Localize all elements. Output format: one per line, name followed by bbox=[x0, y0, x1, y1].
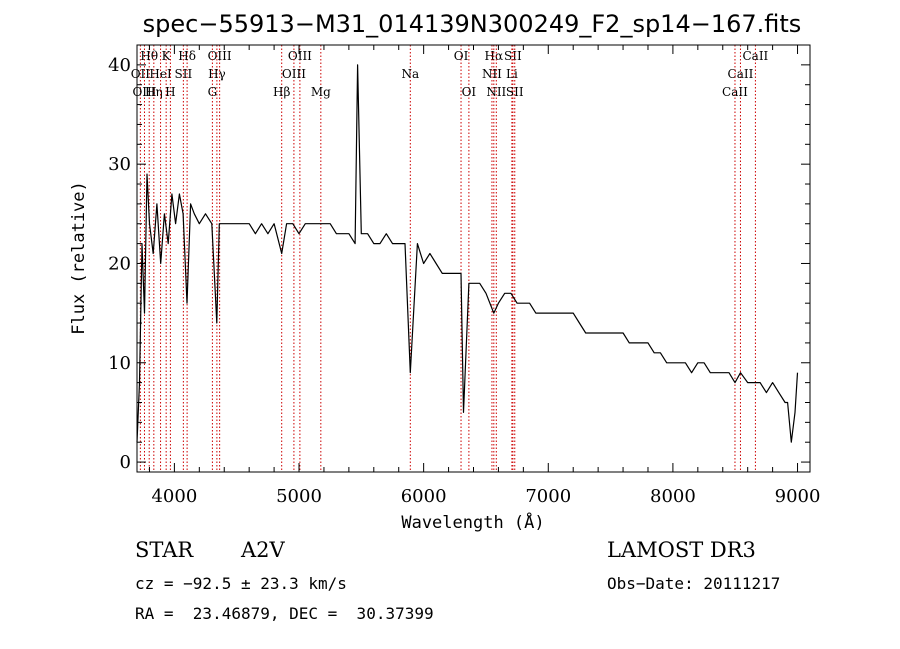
axis-ticks: 4000 5000 6000 7000 8000 9000 0 10 20 30 40 bbox=[108, 45, 820, 507]
y-tick-label: 0 bbox=[120, 452, 131, 473]
line-label: OIII bbox=[282, 67, 306, 81]
line-label: CaII bbox=[728, 67, 754, 81]
line-label: CaII bbox=[722, 85, 748, 99]
x-tick-label: 6000 bbox=[401, 486, 447, 507]
object-subclass: A2V bbox=[241, 538, 285, 562]
line-label: NII bbox=[486, 85, 506, 99]
line-label: CaII bbox=[742, 49, 768, 63]
line-label: Li bbox=[506, 67, 518, 81]
x-tick-label: 9000 bbox=[775, 486, 821, 507]
line-label: NII bbox=[482, 67, 502, 81]
line-label: Hγ bbox=[208, 67, 226, 81]
line-label: HeI bbox=[149, 67, 172, 81]
y-tick-label: 20 bbox=[108, 253, 131, 274]
line-label: SII bbox=[506, 85, 524, 99]
redshift-velocity: cz = −92.5 ± 23.3 km/s bbox=[135, 574, 347, 593]
plot-frame bbox=[136, 44, 811, 473]
line-label: Na bbox=[401, 67, 419, 81]
x-tick-label: 4000 bbox=[151, 486, 197, 507]
line-label: Hδ bbox=[178, 49, 196, 63]
survey-name: LAMOST DR3 bbox=[607, 538, 756, 562]
y-tick-label: 40 bbox=[108, 55, 131, 76]
line-label: SII bbox=[504, 49, 522, 63]
line-label: Hθ bbox=[140, 49, 158, 63]
line-label: H bbox=[165, 85, 175, 99]
y-tick-label: 10 bbox=[108, 353, 131, 374]
line-label: SII bbox=[175, 67, 193, 81]
line-label: Hβ bbox=[273, 85, 290, 99]
x-tick-label: 8000 bbox=[650, 486, 696, 507]
observation-date: Obs−Date: 20111217 bbox=[607, 574, 781, 593]
line-label: OI bbox=[462, 85, 477, 99]
line-label: Mg bbox=[311, 85, 331, 99]
spectrum-line bbox=[136, 64, 799, 443]
line-label: OIII bbox=[288, 49, 312, 63]
chart-title: spec−55913−M31_014139N300249_F2_sp14−167… bbox=[143, 10, 802, 38]
y-tick-label: 30 bbox=[108, 154, 131, 175]
y-axis-label: Flux (relative) bbox=[69, 181, 89, 335]
x-axis-label: Wavelength (Å) bbox=[401, 511, 544, 533]
line-label: OI bbox=[454, 49, 469, 63]
object-class: STAR bbox=[135, 538, 194, 562]
line-label: K bbox=[162, 49, 172, 63]
x-tick-label: 7000 bbox=[525, 486, 571, 507]
line-label: OIII bbox=[208, 49, 232, 63]
line-label: G bbox=[208, 85, 218, 99]
line-label: OIII bbox=[132, 85, 156, 99]
line-label: Hα bbox=[485, 49, 504, 63]
coordinates: RA = 23.46879, DEC = 30.37399 bbox=[135, 604, 434, 623]
line-label: OII bbox=[131, 67, 151, 81]
line-label: Hη bbox=[145, 85, 163, 99]
x-tick-label: 5000 bbox=[276, 486, 322, 507]
